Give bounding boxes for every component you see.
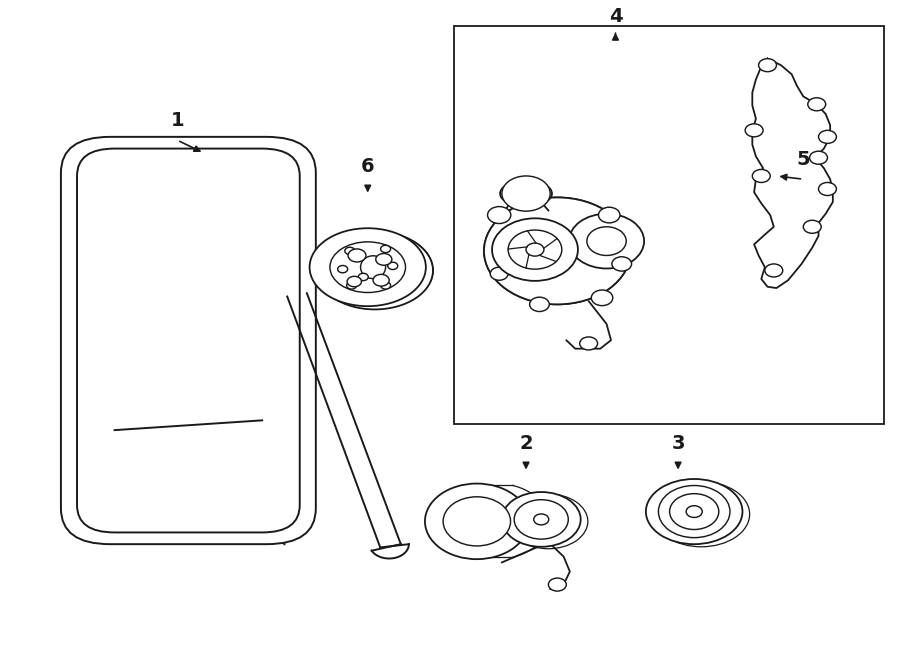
Circle shape [686, 506, 702, 518]
Ellipse shape [500, 180, 552, 207]
Circle shape [548, 578, 566, 591]
Ellipse shape [659, 486, 730, 537]
Circle shape [348, 249, 366, 262]
Circle shape [491, 267, 508, 280]
Circle shape [374, 274, 389, 286]
Circle shape [810, 151, 827, 164]
Circle shape [808, 98, 825, 111]
Circle shape [345, 247, 355, 254]
Circle shape [765, 264, 783, 277]
Circle shape [569, 214, 644, 268]
Text: 1: 1 [170, 111, 184, 130]
Circle shape [358, 273, 368, 281]
Circle shape [529, 297, 549, 311]
Circle shape [598, 208, 620, 223]
Circle shape [502, 176, 550, 211]
Ellipse shape [514, 500, 568, 539]
Circle shape [484, 198, 631, 304]
Circle shape [388, 262, 398, 270]
Ellipse shape [670, 494, 719, 529]
Text: 5: 5 [796, 151, 810, 169]
Circle shape [534, 514, 549, 525]
Circle shape [745, 124, 763, 137]
Ellipse shape [502, 492, 580, 547]
Text: 4: 4 [608, 7, 622, 26]
Circle shape [425, 484, 528, 559]
FancyBboxPatch shape [61, 137, 316, 544]
Circle shape [488, 207, 511, 223]
Circle shape [587, 227, 626, 255]
Circle shape [759, 59, 777, 71]
Circle shape [376, 254, 392, 265]
Circle shape [443, 497, 510, 546]
Circle shape [752, 169, 770, 182]
Text: 6: 6 [361, 157, 374, 176]
Ellipse shape [317, 231, 433, 309]
Circle shape [492, 218, 578, 281]
Ellipse shape [310, 228, 426, 306]
Circle shape [508, 230, 562, 269]
Circle shape [591, 290, 613, 305]
Circle shape [484, 198, 631, 304]
Circle shape [381, 245, 391, 253]
Ellipse shape [646, 479, 742, 544]
Circle shape [381, 282, 391, 289]
Circle shape [818, 130, 836, 143]
Circle shape [347, 276, 362, 287]
Circle shape [818, 182, 836, 196]
Bar [454, 26, 884, 424]
Circle shape [804, 220, 821, 233]
Circle shape [612, 256, 632, 271]
Ellipse shape [653, 482, 750, 547]
Circle shape [346, 282, 356, 289]
Circle shape [526, 243, 544, 256]
Text: 2: 2 [519, 434, 533, 453]
Circle shape [580, 337, 598, 350]
Ellipse shape [361, 256, 385, 278]
Circle shape [338, 266, 347, 273]
Text: 3: 3 [671, 434, 685, 453]
